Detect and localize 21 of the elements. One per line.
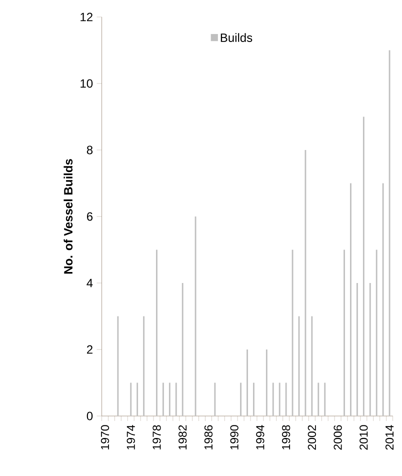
x-tick-label: 2006	[334, 425, 342, 450]
y-tick-label: 0	[86, 412, 93, 420]
x-tick-label: 2014	[385, 425, 394, 450]
x-tick-label: 1978	[152, 425, 161, 450]
x-tick-label: 1970	[100, 425, 110, 450]
y-tick-label: 8	[86, 146, 93, 154]
y-tick-label: 6	[87, 212, 93, 221]
y-axis-title: No. of Vessel Builds	[64, 159, 73, 274]
legend-label: Builds	[220, 33, 252, 42]
x-tick-label: 1982	[178, 425, 187, 450]
y-tick-label: 12	[80, 12, 92, 22]
x-tick-label: 1998	[282, 425, 290, 450]
x-tick-label: 1994	[256, 425, 264, 450]
x-tick-label: 2010	[360, 425, 368, 450]
x-tick-label: 1986	[204, 425, 213, 450]
x-tick-label: 2002	[308, 425, 316, 450]
x-tick-label: 1990	[230, 425, 238, 450]
y-tick-label: 4	[86, 278, 93, 288]
y-tick-label: 10	[80, 79, 93, 88]
x-tick-label: 1974	[126, 425, 135, 450]
y-tick-label: 2	[87, 345, 92, 354]
